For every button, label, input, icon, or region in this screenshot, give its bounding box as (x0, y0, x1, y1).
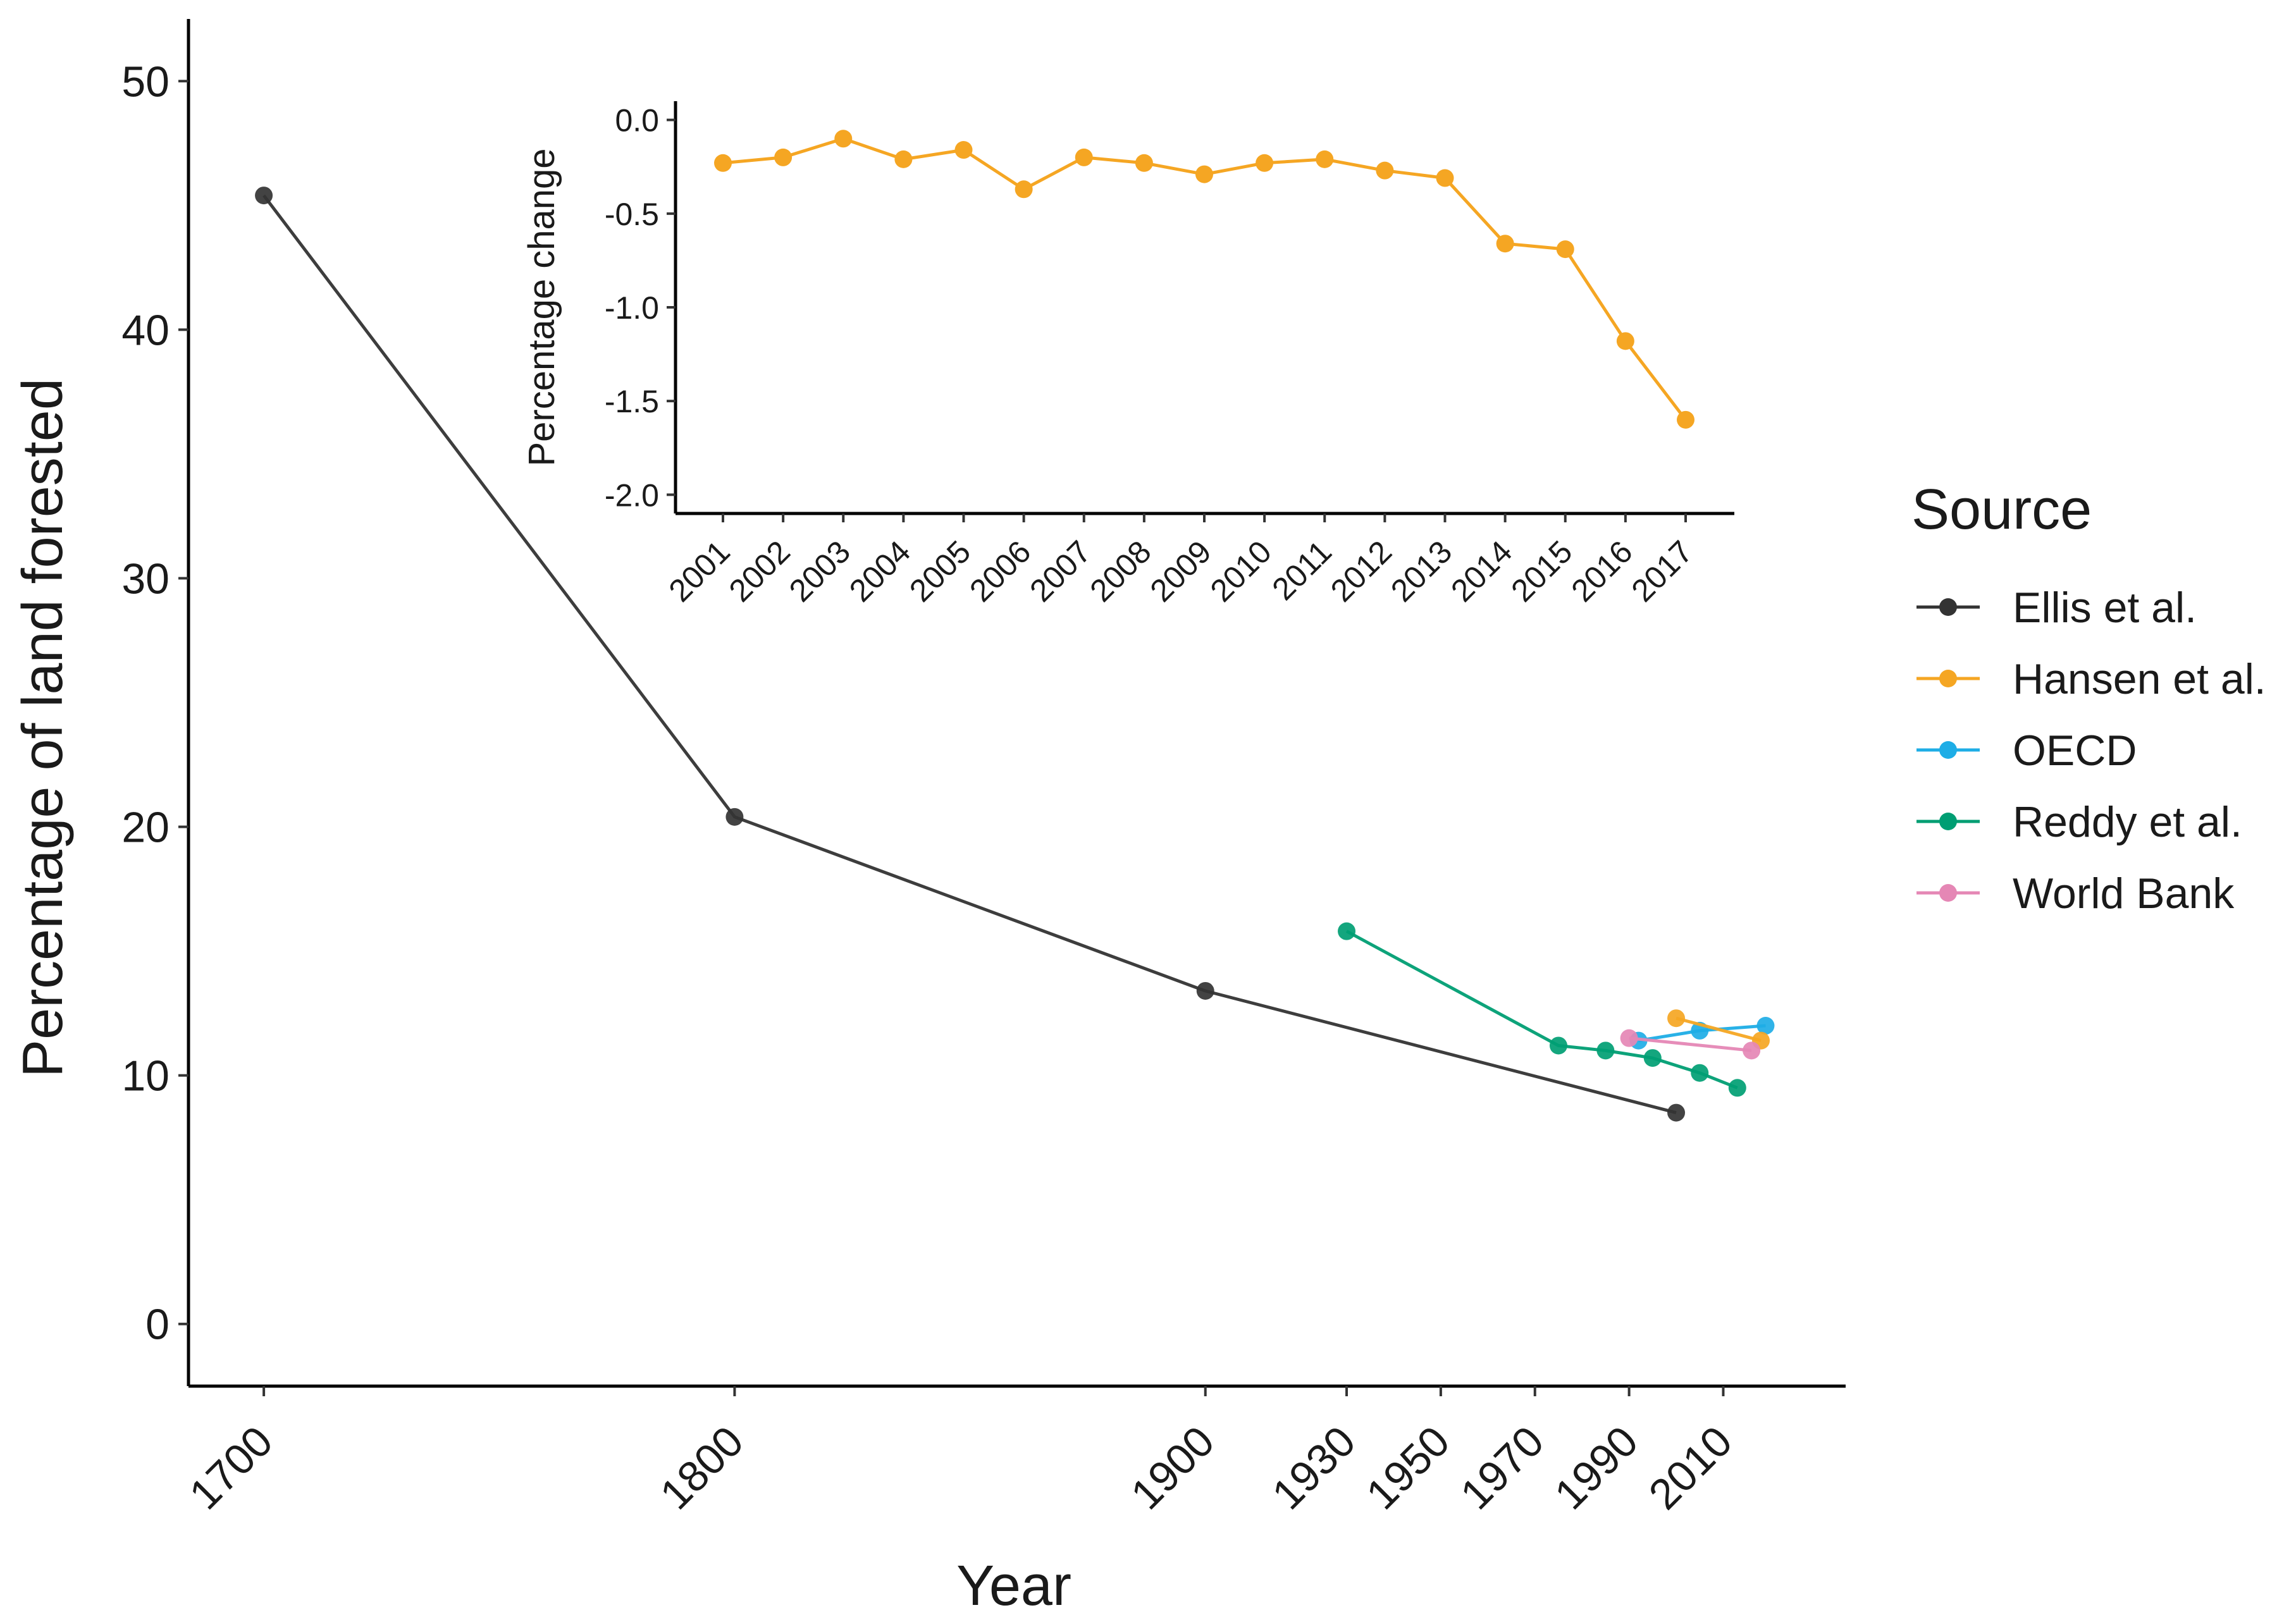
data-point-ellis-et-al (1196, 981, 1214, 1000)
legend-label: OECD (2013, 727, 2137, 775)
inset-data-point (1195, 165, 1213, 183)
data-point-hansen-et-al (1667, 1009, 1686, 1028)
data-point-ellis-et-al (255, 187, 273, 205)
inset-data-point (1616, 332, 1634, 350)
inset-data-point (774, 148, 793, 166)
legend-key-dot (1939, 884, 1957, 902)
inset-x-tick-label: 2016 (1564, 534, 1639, 608)
inset-x-tick-label: 2001 (662, 534, 737, 608)
inset-data-point (1256, 154, 1274, 172)
series-line-hansen-et-al (1676, 1016, 1762, 1043)
data-point-reddy-et-al (1691, 1064, 1709, 1082)
legend-label: World Bank (2013, 869, 2235, 918)
legend-item-hansen-et-al: Hansen et al. (1916, 655, 2266, 703)
inset-data-point (954, 141, 973, 159)
x-axis-title: Year (956, 1554, 1071, 1618)
data-point-reddy-et-al (1338, 922, 1356, 940)
data-point-world-bank (1743, 1041, 1761, 1060)
inset-x-tick-label: 2008 (1083, 534, 1157, 608)
x-tick-label: 1700 (180, 1417, 282, 1519)
legend-key-dot (1939, 741, 1957, 759)
series-line-reddy-et-al (1345, 930, 1738, 1090)
inset-data-point (1015, 180, 1033, 199)
inset-x-tick-label: 2003 (782, 534, 857, 608)
inset-x-tick-label: 2011 (1265, 534, 1338, 607)
inset-x-tick-label: 2005 (903, 534, 977, 608)
inset-data-point (1677, 410, 1694, 429)
y-axis-title: Percentage of land forested (11, 378, 75, 1078)
inset-y-tick-label: -2.0 (605, 477, 659, 513)
inset-data-point (1075, 148, 1093, 166)
y-tick-label: 30 (121, 555, 170, 603)
legend-label: Hansen et al. (2013, 655, 2266, 703)
inset-chart: 0.0-0.5-1.0-1.5-2.0200120022003200420052… (521, 101, 1734, 608)
inset-x-tick-label: 2006 (963, 534, 1037, 608)
inset-x-tick-label: 2007 (1023, 534, 1097, 608)
inset-x-tick-label: 2017 (1625, 534, 1700, 608)
x-tick-label: 1900 (1122, 1417, 1224, 1519)
legend-key-dot (1939, 598, 1957, 616)
data-point-ellis-et-al (725, 808, 744, 826)
legend-label: Reddy et al. (2013, 798, 2242, 846)
inset-data-point (714, 154, 732, 172)
x-tick-label: 1930 (1263, 1417, 1365, 1519)
inset-x-tick-label: 2010 (1204, 534, 1278, 608)
data-point-reddy-et-al (1643, 1049, 1662, 1067)
x-tick-label: 1950 (1357, 1417, 1459, 1519)
inset-x-tick-label: 2014 (1444, 534, 1519, 608)
inset-data-point (1376, 161, 1394, 180)
legend-item-reddy-et-al: Reddy et al. (1916, 798, 2242, 846)
inset-y-tick-label: -1.5 (605, 384, 659, 419)
inset-x-tick-label: 2002 (722, 534, 797, 608)
legend-item-oecd: OECD (1916, 727, 2137, 775)
inset-x-tick-label: 2004 (842, 534, 917, 608)
series-line-ellis-et-al (262, 194, 1677, 1115)
inset-data-point (834, 130, 853, 148)
legend-key-dot (1939, 813, 1957, 830)
inset-data-point (1436, 169, 1454, 187)
data-point-ellis-et-al (1667, 1103, 1686, 1122)
inset-y-axis-title: Percentage change (521, 148, 562, 466)
x-tick-label: 2010 (1639, 1417, 1741, 1519)
inset-x-tick-label: 2015 (1504, 534, 1579, 608)
inset-data-point (1135, 154, 1153, 172)
data-point-world-bank (1620, 1029, 1638, 1047)
data-point-reddy-et-al (1728, 1079, 1746, 1097)
series-reddy-et-al (1338, 922, 1746, 1097)
x-tick-label: 1990 (1546, 1417, 1648, 1519)
series-ellis-et-al (255, 187, 1686, 1122)
x-tick-label: 1970 (1452, 1417, 1553, 1519)
y-tick-label: 20 (121, 804, 170, 852)
legend-label: Ellis et al. (2013, 584, 2197, 632)
series-hansen-et-al (1667, 1009, 1770, 1050)
inset-x-tick-label: 2009 (1144, 534, 1218, 608)
y-tick-label: 40 (121, 306, 170, 354)
y-tick-label: 10 (121, 1052, 170, 1100)
inset-data-point (1316, 150, 1334, 168)
legend-key-dot (1939, 670, 1957, 687)
series-world-bank (1620, 1029, 1761, 1060)
series-line-world-bank (1629, 1036, 1752, 1052)
legend-title: Source (1911, 478, 2092, 541)
data-point-reddy-et-al (1549, 1036, 1567, 1055)
inset-data-point (1496, 235, 1514, 253)
y-tick-label: 0 (145, 1301, 170, 1349)
y-tick-label: 50 (121, 58, 170, 106)
inset-data-point (1556, 240, 1574, 259)
legend: Source Ellis et al. Hansen et al. OECD Reddy… (1911, 478, 2266, 918)
inset-y-tick-label: 0.0 (615, 103, 659, 138)
data-point-oecd (1756, 1017, 1775, 1035)
inset-y-tick-label: -1.0 (605, 290, 659, 326)
legend-item-world-bank: World Bank (1916, 869, 2235, 918)
x-tick-label: 1800 (651, 1417, 753, 1519)
inset-x-tick-label: 2012 (1324, 534, 1398, 608)
inset-data-point (894, 150, 913, 168)
data-point-reddy-et-al (1596, 1041, 1615, 1060)
inset-x-tick-label: 2013 (1384, 534, 1459, 608)
inset-y-tick-label: -0.5 (605, 197, 659, 232)
legend-item-ellis-et-al: Ellis et al. (1916, 584, 2197, 632)
